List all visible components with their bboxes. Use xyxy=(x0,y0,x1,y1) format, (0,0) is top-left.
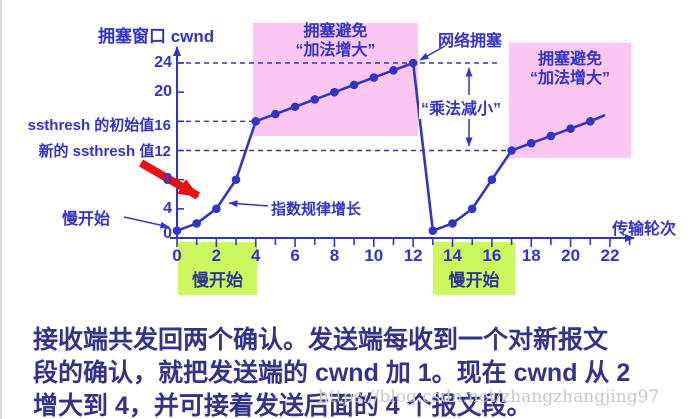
chart-title: 拥塞窗口 cwnd xyxy=(98,27,215,46)
data-point-x9-cwnd21 xyxy=(349,80,359,90)
y-tick-label-4: 4 xyxy=(163,199,172,217)
slow-start-region-label-2: 慢开始 xyxy=(448,271,500,290)
y-tick-label-0: 0 xyxy=(163,225,172,242)
exp-growth-label: 指数规律增长 xyxy=(271,201,362,218)
x-tick-label-8: 8 xyxy=(329,246,340,265)
congestion-avoidance-region-1 xyxy=(253,23,418,136)
x-tick-label-6: 6 xyxy=(290,246,300,265)
slow-start-region-2 xyxy=(433,242,515,295)
slow-start-pointer-arrow xyxy=(123,216,170,229)
left-border-line xyxy=(0,0,2,419)
data-point-x10-cwnd22 xyxy=(369,73,379,82)
data-point-x20-cwnd15 xyxy=(566,124,575,133)
x-tick-label-22: 22 xyxy=(600,246,620,265)
axis-ticks xyxy=(176,62,631,247)
x-tick-label-0: 0 xyxy=(172,246,182,265)
congestion-avoidance-2-line2: “加法增大” xyxy=(529,70,610,87)
congestion-avoidance-2-line1: 拥塞避免 xyxy=(537,51,602,68)
caption-line-2: 段的确认，就把发送端的 cwnd 加 1。现在 cwnd 从 2 xyxy=(33,359,631,387)
data-point-x17-cwnd12 xyxy=(507,146,516,155)
x-tick-label-18: 18 xyxy=(521,246,541,265)
watermark: https://blog.csdn.net/zhangzhangjing97 xyxy=(318,387,660,407)
network-congestion-label: 网络拥塞 xyxy=(438,33,503,50)
dashed-reference-lines xyxy=(177,62,515,152)
data-point-x7-cwnd19 xyxy=(310,95,320,104)
congestion-avoidance-region-2 xyxy=(509,43,631,158)
ssthresh-initial-label: ssthresh 的初始值16 xyxy=(27,117,171,134)
data-point-x11-cwnd23 xyxy=(389,65,398,75)
red-highlight-arrow xyxy=(138,159,201,200)
x-tick-label-16: 16 xyxy=(482,246,502,265)
data-point-x6-cwnd18 xyxy=(290,102,300,112)
data-point-x13-cwnd1 xyxy=(428,226,438,236)
data-point-x21-cwnd16 xyxy=(585,117,595,126)
x-tick-label-10: 10 xyxy=(364,246,384,265)
congestion-avoidance-label-1: 拥塞避免 “加法增大” xyxy=(253,22,418,60)
axes xyxy=(170,46,635,242)
ssthresh-new-label: 新的 ssthresh 值12 xyxy=(38,143,171,160)
phase-regions xyxy=(178,23,631,295)
slow-start-pointer-label: 慢开始 xyxy=(62,211,111,228)
congestion-avoidance-label-2: 拥塞避免 “加法增大” xyxy=(509,50,631,88)
data-point-x14-cwnd2 xyxy=(448,219,457,228)
congestion-avoidance-1-line1: 拥塞避免 xyxy=(303,23,368,40)
caption-line-3: 增大到 4，并可接着发送后面的 4 个报文段。 xyxy=(33,392,532,419)
slow-start-region-1 xyxy=(178,242,257,295)
data-point-x4-cwnd16 xyxy=(251,117,261,126)
data-point-x5-cwnd17 xyxy=(271,109,280,119)
x-tick-label-20: 20 xyxy=(561,246,581,265)
data-point-x1-cwnd2 xyxy=(192,219,201,228)
y-tick-label-20: 20 xyxy=(154,83,172,101)
data-points xyxy=(172,58,595,236)
x-tick-label-2: 2 xyxy=(211,246,222,265)
x-tick-label-14: 14 xyxy=(443,246,462,265)
x-tick-label-4: 4 xyxy=(250,246,261,265)
multiplicative-decrease-label: “乘法减小” xyxy=(419,95,504,119)
data-point-x8-cwnd20 xyxy=(330,87,339,97)
data-point-x3-cwnd8 xyxy=(231,175,241,184)
congestion-avoidance-1-line2: “加法增大” xyxy=(295,42,376,59)
network-congestion-pointer-arrow xyxy=(419,45,446,61)
exp-growth-pointer-arrow xyxy=(228,200,269,208)
x-axis-label: 传输轮次 xyxy=(612,221,677,238)
y-tick-label-24: 24 xyxy=(154,53,172,71)
data-point-x19-cwnd14 xyxy=(546,131,556,141)
y-tick-label-8: 8 xyxy=(163,170,172,188)
data-point-x2-cwnd4 xyxy=(212,204,221,214)
data-point-x18-cwnd13 xyxy=(526,138,536,148)
slow-start-region-label-1: 慢开始 xyxy=(192,271,243,290)
data-point-x15-cwnd4 xyxy=(467,204,477,214)
data-point-x0-cwnd1 xyxy=(172,226,182,236)
caption-line-1: 接收端共发回两个确认。发送端每收到一个对新报文 xyxy=(33,326,609,354)
data-point-x12-cwnd24 xyxy=(408,58,418,68)
x-tick-label-12: 12 xyxy=(403,246,423,265)
data-point-x16-cwnd8 xyxy=(487,175,497,184)
